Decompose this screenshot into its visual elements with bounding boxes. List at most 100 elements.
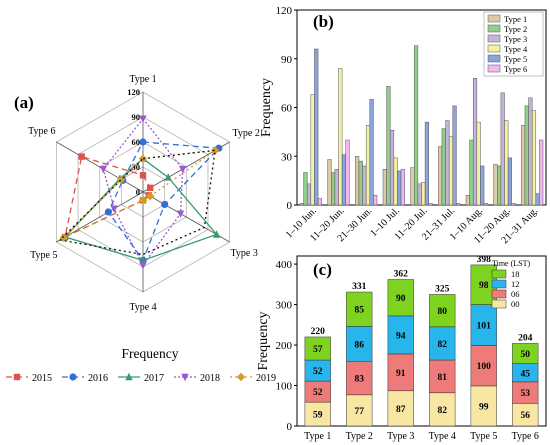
- radar-chart: Type 1 Type 2 Type 3 Type 4 Type 5 Type 6 0 30 6…: [6, 74, 276, 384]
- bar-c-segment-label: 82: [438, 406, 448, 416]
- bar-c-segment-label: 57: [313, 345, 323, 355]
- bar-b-bar: [303, 172, 308, 206]
- bar-b-bar: [331, 172, 336, 206]
- bar-b-bar: [397, 170, 402, 206]
- bar-c-segment: [387, 390, 414, 427]
- radar-legend-label: 2016: [88, 373, 108, 384]
- bar-c-segment: [429, 392, 456, 427]
- bar-b-bar: [334, 169, 339, 206]
- radar-axis-label: Type 1: [129, 74, 156, 85]
- bar-c-segment-label: 56: [521, 411, 531, 421]
- bar-b-bar: [424, 121, 429, 206]
- bar-c-segment: [387, 315, 414, 355]
- bar-b-bar: [480, 165, 485, 206]
- bar-c-segment: [512, 343, 539, 364]
- bar-c-ytick-label: 400: [276, 259, 293, 271]
- bar-b-legend-label: Type 3: [504, 34, 527, 44]
- bar-c-legend-label: 12: [511, 279, 520, 289]
- bar-c-segment: [346, 326, 373, 362]
- bar-b-legend-label: Type 2: [504, 24, 527, 34]
- bar-b-bar: [469, 139, 474, 206]
- bar-b-bar: [341, 154, 346, 206]
- bar-c-segment: [346, 394, 373, 427]
- bar-b-ytick-label: 60: [281, 103, 293, 115]
- bar-c-xtick-label: Type 4: [429, 431, 456, 442]
- radar-legend-label: 2015: [32, 373, 52, 384]
- bar-c-legend-label: 00: [511, 299, 520, 309]
- bar-b-bar: [327, 159, 332, 206]
- bar-c-segment-label: 52: [313, 367, 323, 377]
- bar-b-bar: [345, 139, 350, 206]
- radar-point-2019: [59, 233, 68, 243]
- bar-b-legend-swatch: [487, 44, 501, 53]
- bar-c-xtick-label: Type 1: [304, 431, 331, 442]
- radar-point-2018: [178, 165, 187, 174]
- radar-tick-label: 0: [136, 187, 140, 197]
- bar-c-xtick-label: Type 2: [346, 431, 373, 442]
- radar-axis-label: Type 5: [30, 250, 57, 261]
- radar-point-2015: [147, 184, 154, 192]
- radar-point-2015: [139, 172, 147, 179]
- bar-c-legend-title: Time (LST): [492, 259, 530, 268]
- bar-b-bar: [483, 203, 488, 206]
- bar-b-bar: [441, 128, 446, 206]
- bar-b-bar: [414, 45, 419, 206]
- radar-point-2018: [139, 115, 147, 123]
- bar-b-bar: [472, 78, 478, 206]
- radar-legend-marker: [69, 373, 77, 381]
- bar-c-segment: [346, 291, 373, 327]
- bar-c-xtick-label: Type 5: [470, 431, 497, 442]
- bar-b-ytick-label: 30: [281, 151, 293, 163]
- bar-b-legend-label: Type 6: [504, 64, 527, 74]
- radar-point-2018: [99, 165, 108, 174]
- panel-b-label: (b): [313, 12, 334, 31]
- bar-b-bar: [369, 99, 374, 206]
- bar-b-bar: [410, 167, 415, 206]
- bar-b-legend-label: Type 4: [504, 44, 528, 54]
- panel-a-label: (a): [14, 93, 34, 112]
- panel-c-label: (c): [313, 260, 332, 279]
- bar-c-ytick-label: 100: [276, 381, 293, 393]
- radar-point-2019: [138, 196, 148, 205]
- bar-b-bar: [493, 164, 498, 206]
- bar-c-segment-label: 100: [477, 362, 492, 372]
- bar-b-bar: [456, 203, 461, 206]
- bar-c-segment-label: 85: [355, 306, 365, 316]
- bar-b-legend-label: Type 1: [504, 14, 527, 24]
- bar-c-segment-label: 101: [477, 322, 492, 332]
- bar-c-xtick-label: Type 3: [387, 431, 414, 442]
- bar-c-segment-label: 98: [479, 281, 489, 291]
- bar-c-segment-label: 52: [313, 388, 323, 398]
- bar-b-ytick-label: 90: [281, 54, 293, 66]
- bar-b-bar: [521, 125, 526, 206]
- bar-c-segment: [387, 279, 414, 317]
- bar-b-bar: [382, 169, 387, 206]
- bar-c-legend-swatch: [491, 299, 507, 309]
- bar-c-xtick-label: Type 6: [512, 431, 539, 442]
- radar-point-2019: [117, 175, 126, 184]
- bar-b-legend-swatch: [487, 64, 501, 73]
- bar-b-ylabel: Frequency: [259, 78, 274, 137]
- bar-c-total-label: 362: [394, 269, 409, 279]
- bar-b-bar: [504, 120, 509, 206]
- radar-legend-marker: [125, 372, 133, 381]
- bar-c-segment-label: 94: [396, 331, 406, 341]
- bar-c-total-label: 398: [477, 255, 492, 265]
- radar-point-2016: [161, 200, 169, 209]
- bar-c-segment-label: 86: [355, 340, 365, 350]
- bar-c-ylabel: Frequency: [256, 311, 271, 370]
- bar-b-bar: [310, 94, 315, 206]
- bar-c-segment-label: 91: [396, 369, 406, 379]
- bar-b-bar: [448, 136, 454, 206]
- radar-legend-marker: [13, 373, 21, 381]
- bar-b-bar: [528, 97, 533, 206]
- bar-c-segment: [304, 336, 331, 361]
- radar-tick-label: 30: [132, 162, 141, 172]
- bar-c-segment-label: 83: [355, 375, 365, 385]
- bar-c-ytick-label: 200: [276, 340, 293, 352]
- bar-b-bar: [299, 203, 304, 206]
- bar-b-bar: [358, 160, 363, 206]
- radar-legend-label: 2019: [256, 373, 276, 384]
